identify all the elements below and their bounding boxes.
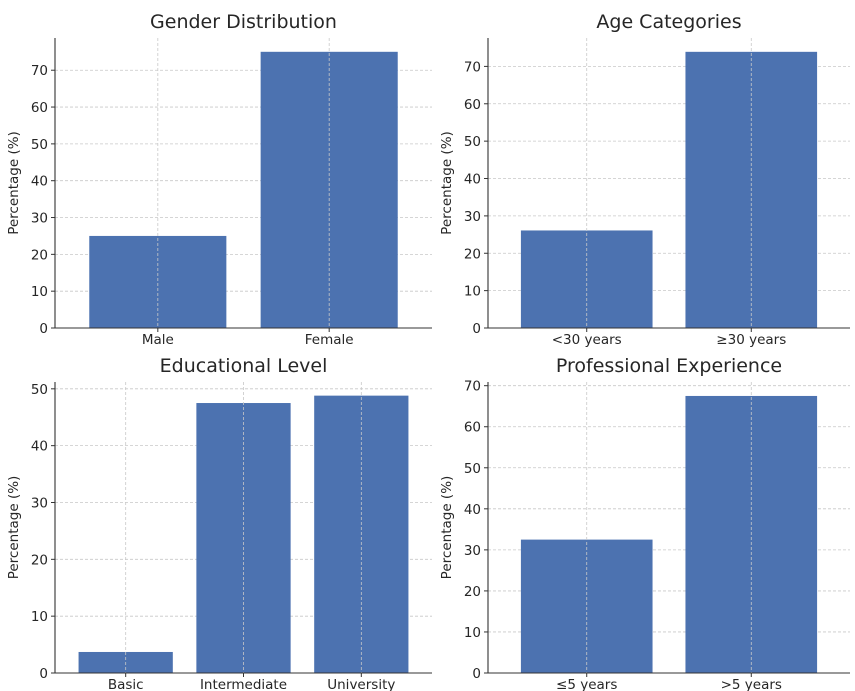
x-tick-label: ≥30 years	[716, 332, 786, 348]
x-tick-label: <30 years	[552, 332, 622, 348]
chart-title: Professional Experience	[556, 355, 782, 377]
y-tick-label: 40	[464, 502, 481, 518]
y-tick-label: 50	[31, 137, 48, 153]
y-tick-label: 60	[31, 100, 48, 116]
x-tick-label: Intermediate	[200, 677, 287, 691]
y-axis-label: Percentage (%)	[439, 131, 455, 235]
y-tick-label: 30	[31, 495, 48, 511]
y-tick-label: 20	[31, 552, 48, 568]
x-tick-label: Male	[142, 332, 174, 348]
x-tick-label: Female	[305, 332, 354, 348]
y-tick-label: 10	[464, 284, 481, 300]
y-tick-label: 70	[464, 379, 481, 395]
y-tick-label: 70	[464, 59, 481, 75]
y-tick-label: 40	[31, 439, 48, 455]
y-tick-label: 30	[464, 209, 481, 225]
y-tick-label: 20	[464, 246, 481, 262]
x-tick-label: >5 years	[721, 677, 782, 691]
y-tick-label: 0	[472, 321, 481, 337]
y-tick-label: 0	[39, 321, 48, 337]
y-tick-label: 50	[464, 134, 481, 150]
y-tick-label: 50	[464, 461, 481, 477]
y-tick-label: 70	[31, 63, 48, 79]
x-tick-label: ≤5 years	[556, 677, 617, 691]
y-tick-label: 40	[464, 172, 481, 188]
x-tick-label: Basic	[108, 677, 144, 691]
y-tick-label: 10	[464, 625, 481, 641]
y-tick-label: 30	[31, 211, 48, 227]
chart-panel-gender-distribution: 0 10 20 30 40 50 60 70 Male Female Gender Distribu…	[6, 11, 432, 348]
y-axis-label: Percentage (%)	[6, 476, 22, 580]
y-tick-label: 30	[464, 543, 481, 559]
y-tick-label: 60	[464, 97, 481, 113]
y-tick-label: 20	[31, 247, 48, 263]
chart-panel-professional-experience: 0 10 20 30 40 50 60 70 ≤5 years >5 years Professio…	[439, 355, 850, 691]
x-tick-label: University	[327, 677, 395, 691]
y-tick-label: 60	[464, 420, 481, 436]
y-tick-label: 10	[31, 609, 48, 625]
y-tick-label: 10	[31, 284, 48, 300]
chart-title: Gender Distribution	[150, 11, 337, 33]
bar-male	[89, 235, 227, 328]
chart-panel-educational-level: 0 10 20 30 40 50 Basic Intermediate University Ed…	[6, 355, 432, 691]
y-tick-label: 0	[472, 666, 481, 682]
y-tick-label: 50	[31, 382, 48, 398]
y-tick-label: 40	[31, 174, 48, 190]
bar--5-years	[520, 539, 653, 673]
chart-title: Age Categories	[596, 11, 741, 33]
chart-panel-age-categories: 0 10 20 30 40 50 60 70 <30 years ≥30 years Age Cat…	[439, 11, 850, 348]
y-tick-label: 0	[39, 666, 48, 682]
y-axis-label: Percentage (%)	[6, 131, 22, 235]
y-axis-label: Percentage (%)	[439, 476, 455, 580]
chart-title: Educational Level	[160, 355, 328, 377]
y-tick-label: 20	[464, 584, 481, 600]
